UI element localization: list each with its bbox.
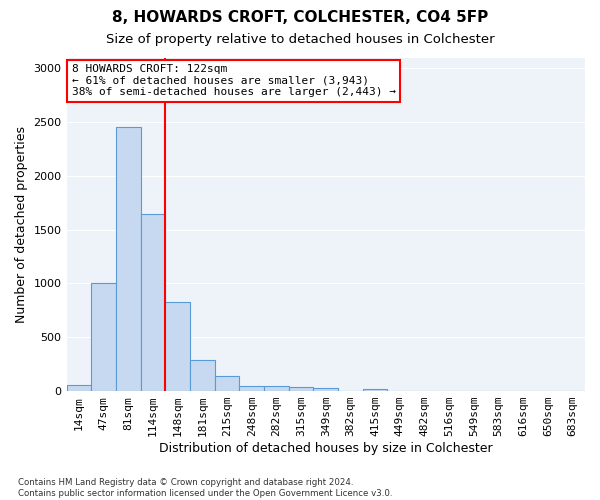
Text: Size of property relative to detached houses in Colchester: Size of property relative to detached ho…	[106, 32, 494, 46]
Text: Contains HM Land Registry data © Crown copyright and database right 2024.
Contai: Contains HM Land Registry data © Crown c…	[18, 478, 392, 498]
Bar	[215, 376, 239, 391]
Bar	[91, 284, 116, 391]
X-axis label: Distribution of detached houses by size in Colchester: Distribution of detached houses by size …	[159, 442, 493, 455]
Bar	[289, 388, 313, 391]
Bar	[264, 386, 289, 391]
Bar	[190, 360, 215, 391]
Bar	[140, 214, 165, 391]
Bar	[67, 385, 91, 391]
Bar	[165, 302, 190, 391]
Text: 8 HOWARDS CROFT: 122sqm
← 61% of detached houses are smaller (3,943)
38% of semi: 8 HOWARDS CROFT: 122sqm ← 61% of detache…	[72, 64, 396, 98]
Text: 8, HOWARDS CROFT, COLCHESTER, CO4 5FP: 8, HOWARDS CROFT, COLCHESTER, CO4 5FP	[112, 10, 488, 25]
Y-axis label: Number of detached properties: Number of detached properties	[15, 126, 28, 323]
Bar	[313, 388, 338, 391]
Bar	[363, 389, 388, 391]
Bar	[116, 128, 140, 391]
Bar	[239, 386, 264, 391]
